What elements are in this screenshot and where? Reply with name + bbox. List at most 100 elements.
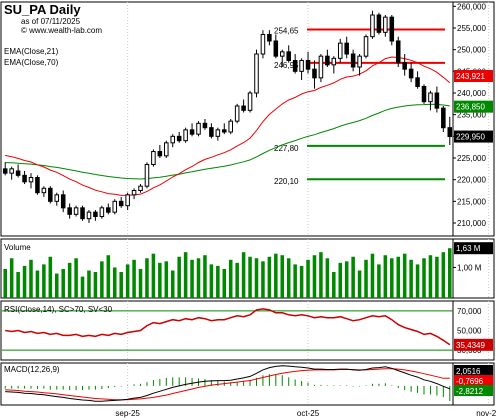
candle-body <box>299 60 304 72</box>
volume-bar <box>396 256 401 298</box>
volume-bar <box>338 262 343 298</box>
volume-bar <box>100 261 104 298</box>
candle-body <box>60 194 66 209</box>
volume-bar <box>280 255 285 298</box>
volume-bar <box>299 265 304 298</box>
candle-body <box>80 207 85 220</box>
candle-body <box>402 62 407 70</box>
candle-body <box>241 105 246 111</box>
volume-bar <box>344 261 349 298</box>
candle-body <box>2 168 8 174</box>
volume-bar <box>357 270 362 298</box>
legend-ema70: EMA(Close,70) <box>4 58 59 67</box>
volume-bar <box>390 258 394 298</box>
volume-bar <box>293 264 297 298</box>
candle-body <box>408 68 414 79</box>
candle-body <box>215 129 221 137</box>
candle-body <box>421 86 427 103</box>
candle-body <box>370 14 375 38</box>
rsi-title: RSI(Close,14), SC>70, SV<30 <box>4 305 113 314</box>
y-tick-label: 210,000 <box>457 219 486 228</box>
rsi-pane <box>0 300 495 361</box>
candle-body <box>222 129 227 133</box>
candle-body <box>279 51 285 57</box>
ema21-line <box>5 56 451 196</box>
candle-body <box>350 53 356 68</box>
candle-body <box>15 170 21 176</box>
candle-body <box>48 187 53 202</box>
candle-body <box>305 60 311 70</box>
y-tick-label: 215,000 <box>457 197 486 206</box>
volume-bar <box>409 259 413 298</box>
candle-body <box>428 92 433 103</box>
ema21-badge: 243,921 <box>456 72 485 81</box>
macd-signal-line <box>5 368 450 401</box>
candle-body <box>106 207 111 213</box>
ema70-badge: 236,850 <box>456 103 485 112</box>
candle-body <box>395 40 401 64</box>
rsi-line <box>5 308 451 346</box>
volume-bar <box>286 258 291 298</box>
volume-bar <box>138 268 143 298</box>
candle-body <box>331 57 337 66</box>
volume-bar <box>61 268 65 298</box>
candle-body <box>228 120 233 133</box>
macd-badge-bg <box>454 375 493 386</box>
macd-title: MACD(12,26,9) <box>4 365 60 374</box>
vol-badge-bg <box>454 242 493 255</box>
candle-body <box>441 107 446 129</box>
candle-body <box>363 36 369 57</box>
volume-bar <box>422 258 426 298</box>
candle-body <box>93 211 98 218</box>
candle-body <box>447 127 453 138</box>
volume-bar <box>235 262 239 298</box>
volume-bar <box>228 259 233 298</box>
level-label: 220,10 <box>274 177 299 186</box>
candle-body <box>73 207 79 215</box>
macd-badge-bg <box>454 385 493 396</box>
candle-body <box>267 34 272 42</box>
volume-bar <box>9 258 14 298</box>
volume-bar <box>48 256 53 298</box>
candle-body <box>86 211 92 220</box>
candle-body <box>164 142 169 157</box>
rsi-badge: 35,4349 <box>456 341 485 350</box>
volume-bar <box>441 252 446 298</box>
volume-bar <box>106 255 111 298</box>
rsi-tick-label: 50,000 <box>457 327 482 336</box>
volume-bar <box>196 258 201 298</box>
x-tick-label: nov-25 <box>476 409 496 418</box>
candle-body <box>292 60 298 72</box>
candle-body <box>22 174 27 183</box>
volume-bar <box>428 255 433 298</box>
volume-bar <box>145 258 149 298</box>
candle-body <box>254 53 259 94</box>
candle-body <box>234 105 240 122</box>
volume-bar <box>351 256 355 298</box>
chart-title: SU_PA Daily <box>4 2 81 17</box>
volume-bar <box>119 272 123 298</box>
volume-bar <box>254 258 259 298</box>
x-tick-label: sep-25 <box>115 409 140 418</box>
vol-tick-label: 1,00 M <box>457 263 482 272</box>
rsi-tick-label: 70,000 <box>457 307 482 316</box>
volume-bar <box>241 252 246 298</box>
volume-bar <box>364 259 368 298</box>
candle-body <box>337 42 343 59</box>
candle-body <box>35 177 40 194</box>
level-label: 227,80 <box>274 144 299 153</box>
candle-body <box>54 194 60 202</box>
volume-bar <box>332 272 336 298</box>
legend-ema21: EMA(Close,21) <box>4 47 59 56</box>
y-tick-label: 235,000 <box>457 111 486 120</box>
volume-bar <box>190 259 194 298</box>
candle-body <box>376 14 382 33</box>
candle-body <box>389 16 395 42</box>
volume-bar <box>93 272 98 298</box>
candle-body <box>260 34 266 55</box>
candle-body <box>151 151 156 165</box>
level-label: 254,65 <box>274 27 299 36</box>
macd-badge: -0,7696 <box>456 377 484 386</box>
volume-bar <box>42 264 46 298</box>
volume-bar <box>74 258 78 298</box>
